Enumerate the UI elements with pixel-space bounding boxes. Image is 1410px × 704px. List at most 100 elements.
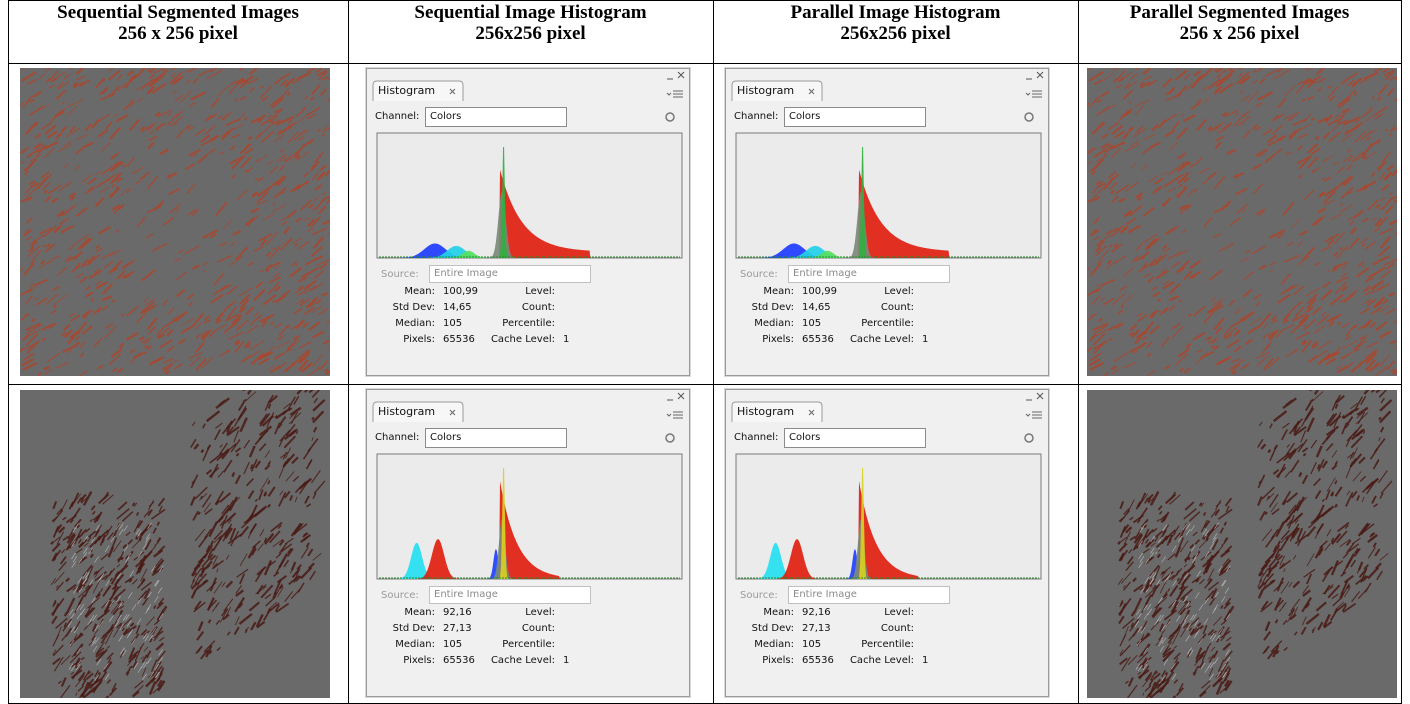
source-label: Source: <box>381 590 419 601</box>
refresh-icon <box>666 434 674 442</box>
stat-value: 1 <box>563 655 569 666</box>
channel-select[interactable]: Colors <box>784 428 926 448</box>
source-value: Entire Image <box>434 589 498 600</box>
stat-label: Percentile: <box>861 318 914 329</box>
stat-label: Median: <box>754 318 794 329</box>
menu-icon <box>1026 91 1042 97</box>
column-header: Parallel Image Histogram256x256 pixel <box>713 2 1078 44</box>
channel-label: Channel: <box>734 432 778 443</box>
stat-value: 92,16 <box>443 607 472 618</box>
texture-stroke <box>54 557 55 560</box>
texture-stroke <box>1121 306 1124 307</box>
stat-label: Mean: <box>763 607 794 618</box>
close-icon <box>1037 72 1043 78</box>
header-line: Sequential Segmented Images <box>8 2 348 23</box>
stat-label: Median: <box>395 639 435 650</box>
texture-stroke <box>1121 557 1122 560</box>
channel-label: Channel: <box>375 432 419 443</box>
texture-stroke <box>245 118 247 120</box>
stat-label: Pixels: <box>762 334 794 345</box>
stat-label: Mean: <box>404 286 435 297</box>
stat-value: 105 <box>443 318 462 329</box>
histogram-panel: Histogram Channel: Colors Source: Entire Ima… <box>366 389 690 697</box>
source-value: Entire Image <box>793 268 857 279</box>
stat-value: 27,13 <box>443 623 472 634</box>
source-value: Entire Image <box>793 589 857 600</box>
stat-label: Count: <box>881 623 914 634</box>
tab-label: Histogram <box>378 405 435 418</box>
texture-stroke <box>201 450 203 453</box>
header-line: Sequential Image Histogram <box>348 2 713 23</box>
channel-select[interactable]: Colors <box>425 107 567 127</box>
stat-label: Level: <box>525 286 555 297</box>
segmented-image <box>1087 68 1397 376</box>
close-icon <box>678 393 684 399</box>
stat-value: 65536 <box>802 334 834 345</box>
stat-value: 92,16 <box>802 607 831 618</box>
segmented-image <box>20 68 330 376</box>
header-line: Parallel Segmented Images <box>1078 2 1401 23</box>
stat-label: Std Dev: <box>393 623 435 634</box>
refresh-icon <box>1025 113 1033 121</box>
channel-select[interactable]: Colors <box>425 428 567 448</box>
menu-icon <box>667 91 683 97</box>
texture-stroke <box>1212 346 1215 348</box>
channel-value: Colors <box>430 111 461 122</box>
stat-label: Std Dev: <box>752 302 794 313</box>
stat-value: 14,65 <box>443 302 472 313</box>
texture-stroke <box>1268 450 1270 453</box>
close-icon <box>678 72 684 78</box>
stat-label: Median: <box>754 639 794 650</box>
stat-label: Count: <box>881 302 914 313</box>
source-label: Source: <box>740 590 778 601</box>
column-header: Parallel Segmented Images256 x 256 pixel <box>1078 2 1401 44</box>
stat-value: 100,99 <box>802 286 837 297</box>
stat-value: 14,65 <box>802 302 831 313</box>
stat-label: Cache Level: <box>491 334 555 345</box>
header-line: 256x256 pixel <box>713 23 1078 44</box>
source-select: Entire Image <box>429 586 591 604</box>
channel-value: Colors <box>789 111 820 122</box>
stat-label: Cache Level: <box>850 655 914 666</box>
tab-label: Histogram <box>737 84 794 97</box>
stat-value: 105 <box>802 639 821 650</box>
table-rule <box>1401 0 1402 704</box>
header-line: 256 x 256 pixel <box>8 23 348 44</box>
header-line: 256 x 256 pixel <box>1078 23 1401 44</box>
stat-label: Cache Level: <box>491 655 555 666</box>
header-line: Parallel Image Histogram <box>713 2 1078 23</box>
histogram-panel: HistogramChannel:ColorsSource:Entire Ima… <box>366 68 690 376</box>
stat-label: Percentile: <box>861 639 914 650</box>
texture-stroke <box>51 542 53 545</box>
menu-icon <box>1026 412 1042 418</box>
stat-label: Level: <box>525 607 555 618</box>
table-rule <box>8 384 1402 385</box>
texture-stroke <box>1118 542 1120 545</box>
segmented-image <box>20 390 330 698</box>
stat-value: 65536 <box>802 655 834 666</box>
stat-value: 100,99 <box>443 286 478 297</box>
stat-value: 1 <box>563 334 569 345</box>
histogram-panel: HistogramChannel:ColorsSource:Entire Ima… <box>725 389 1049 697</box>
source-label: Source: <box>740 269 778 280</box>
channel-select[interactable]: Colors <box>784 107 926 127</box>
column-header: Sequential Image Histogram256x256 pixel <box>348 2 713 44</box>
stat-value: 65536 <box>443 334 475 345</box>
stat-label: Median: <box>395 318 435 329</box>
table-rule <box>8 63 1402 64</box>
stat-value: 105 <box>802 318 821 329</box>
stat-value: 1 <box>922 334 928 345</box>
stat-label: Count: <box>522 623 555 634</box>
stat-label: Pixels: <box>762 655 794 666</box>
column-header: Sequential Segmented Images256 x 256 pix… <box>8 2 348 44</box>
stat-label: Std Dev: <box>393 302 435 313</box>
stat-value: 105 <box>443 639 462 650</box>
channel-value: Colors <box>430 432 461 443</box>
stat-label: Std Dev: <box>752 623 794 634</box>
source-select: Entire Image <box>788 265 950 283</box>
table-rule <box>8 0 9 704</box>
source-label: Source: <box>381 269 419 280</box>
stat-label: Pixels: <box>403 655 435 666</box>
source-select: Entire Image <box>788 586 950 604</box>
stat-label: Level: <box>884 607 914 618</box>
